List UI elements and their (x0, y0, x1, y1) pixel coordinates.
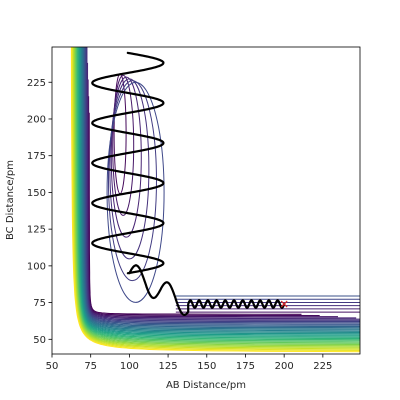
end-marker-stroke (280, 300, 288, 308)
y-tick-label: 200 (27, 114, 46, 125)
contour-inner-loop (106, 81, 165, 303)
contour-inner-loop (112, 74, 135, 216)
contour-level (82, 47, 360, 327)
x-tick-label: 175 (236, 361, 255, 372)
contour-level (77, 47, 360, 338)
x-tick-label: 125 (159, 361, 178, 372)
contour-level (79, 47, 360, 335)
y-tick-label: 75 (33, 298, 46, 309)
y-tick-label: 175 (27, 151, 46, 162)
y-tick-label: 100 (27, 261, 46, 272)
plot-frame (51, 46, 361, 355)
y-axis-label: BC Distance/pm (5, 160, 16, 240)
x-tick-label: 75 (84, 361, 97, 372)
y-tick-label: 125 (27, 225, 46, 236)
trajectory (91, 51, 286, 316)
x-axis: 50 75 100 125 150 175 200 225 (46, 354, 332, 372)
contour-level (70, 47, 360, 353)
end-marker (280, 300, 288, 308)
contour-level (75, 47, 360, 342)
contour-level (73, 47, 360, 348)
contour-level (79, 47, 360, 334)
contour-level (86, 62, 357, 319)
y-tick-label: 50 (33, 335, 46, 346)
contour-level (88, 96, 320, 317)
x-tick-label: 200 (275, 361, 294, 372)
contour-level (78, 47, 360, 337)
contour-level (83, 47, 360, 325)
contour-level (71, 47, 360, 350)
x-tick-label: 50 (46, 361, 59, 372)
y-tick-label: 150 (27, 188, 46, 199)
contour-inner-loop (107, 80, 157, 282)
contour-level (85, 47, 360, 323)
x-axis-label: AB Distance/pm (166, 380, 246, 391)
contour-level (77, 47, 360, 340)
y-axis: 50 75 100 125 150 175 200 225 (27, 78, 52, 346)
trajectory-path (91, 51, 286, 316)
contour-level (81, 47, 360, 331)
y-tick-label: 225 (27, 78, 46, 89)
contour-level (75, 47, 360, 343)
x-tick-label: 225 (313, 361, 332, 372)
contour-level (71, 47, 360, 351)
x-tick-label: 150 (197, 361, 216, 372)
contour-level (84, 47, 360, 324)
contour-lines (70, 47, 360, 353)
contour-level (82, 47, 360, 329)
contour-level (83, 47, 360, 326)
contour-level (78, 47, 360, 336)
contour-level (80, 47, 360, 332)
contour-level (86, 47, 360, 320)
x-tick-label: 100 (120, 361, 139, 372)
